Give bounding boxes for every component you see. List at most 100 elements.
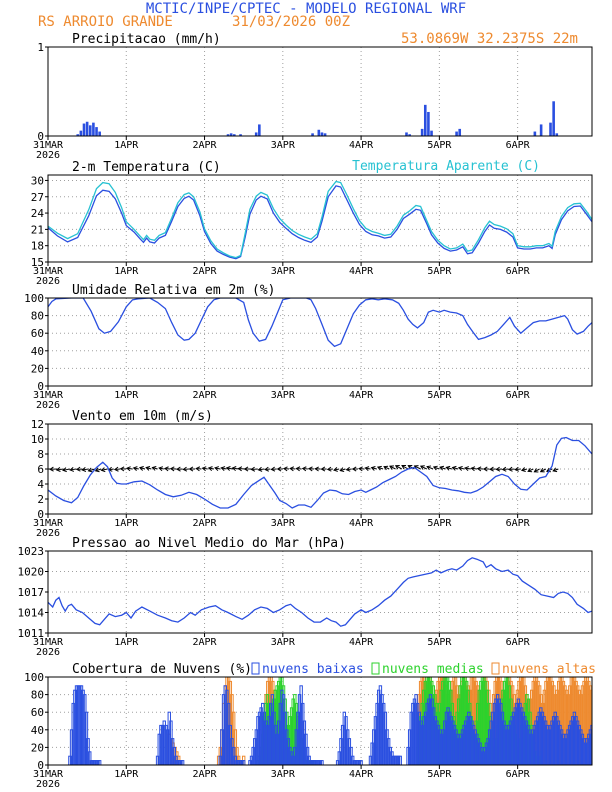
y-tick-label: 0 [37,508,44,521]
x-tick-label: 31MAR [33,769,64,780]
nuvens-baixas-bar [540,711,545,765]
nuvens-baixas-bar [262,711,267,765]
nuvens-baixas-bar [499,702,503,765]
wind-arrowhead [282,466,288,472]
wind-vector [95,468,102,472]
y-tick-label: 40 [31,345,44,358]
x-tick-label: 6APR [506,390,531,401]
wind-arrowhead [62,467,67,473]
wind-arrowhead [495,466,501,472]
precip-bar [555,133,559,136]
x-tick-label: 3APR [271,637,296,648]
wind-vector [62,468,71,471]
nuvens-baixas-bar [470,720,474,765]
nuvens-baixas-bar [419,720,423,765]
precip-bar [311,133,314,136]
y-tick-label: 100 [24,292,44,305]
wind-arrowhead [401,464,407,470]
nuvens-baixas-bar [272,711,276,765]
wind-arrowhead [138,466,144,471]
nuvens-baixas-bar [503,724,508,765]
nuvens-baixas-bar [497,698,501,765]
y-tick-label: 80 [31,310,44,323]
wind-arrowhead [439,465,445,471]
x-tick-label: 1APR [114,769,139,780]
wind-arrowhead [376,465,382,471]
wind-arrowhead [457,465,463,471]
nuvens-baixas-bar [516,698,521,765]
nuvens-baixas-bar [382,702,386,765]
wind-vector [56,468,64,471]
wind-arrowhead [445,465,451,471]
precip-bar [420,128,424,136]
wind-arrowhead [552,467,558,473]
nuvens-baixas-bar [436,724,441,765]
legend-apparent-temp: Temperatura Aparente (C) [352,159,540,174]
x-tick-label: 31MAR [33,140,64,151]
precip-bar [98,131,101,136]
x-tick-label: 2APR [192,390,217,401]
panel-frame [47,174,593,263]
wind-arrowhead [451,465,457,471]
wind-arrowhead [470,466,476,472]
precip-bar [79,130,83,136]
series-group [48,298,592,348]
wind-arrowhead [207,466,213,472]
wind-arrowhead [163,466,169,472]
x-tick-label: 4APR [349,390,374,401]
nuvens-medias-bar [480,677,485,765]
nuvens-baixas-bar [81,689,85,765]
wind-arrowhead [243,466,249,472]
wind-vector [534,468,540,473]
series-group [68,677,592,765]
x-tick-label: 4APR [349,140,374,151]
wind-arrowhead [426,465,432,471]
wind-arrowhead [364,466,370,472]
nuvens-baixas-bar [342,711,347,765]
2-m-temperatura-c--line [48,185,592,260]
wind-arrowhead [432,465,438,471]
wind-arrowhead [383,465,389,471]
nuvens-baixas-bar [451,720,455,765]
panel-title: Vento em 10m (m/s) [72,409,213,424]
x-tick-label: 1APR [114,390,139,401]
y-tick-label: 1 [37,41,44,54]
nuvens-baixas-bar [577,724,581,765]
x-tick-sublabel: 2026 [36,276,60,287]
wind-vector [70,468,77,471]
nuvens-baixas-bar [162,720,166,765]
nuvens-baixas-bar [288,746,292,765]
y-tick-label: 21 [31,223,44,236]
wind-arrowhead [345,466,351,472]
x-tick-label: 2APR [192,140,217,151]
y-tick-label: 12 [31,418,44,431]
legend-nuvens-altas: nuvens altas [502,662,596,677]
x-tick-label: 5APR [427,769,452,780]
nuvens-baixas-bar [475,733,479,765]
wind-arrowhead [119,466,125,472]
nuvens-baixas-bar [478,742,482,765]
y-tick-label: 20 [31,741,44,754]
nuvens-baixas-bar [518,702,522,765]
nuvens-baixas-bar [521,711,525,765]
x-tick-label: 31MAR [33,266,64,277]
y-tick-label: 15 [31,256,44,269]
y-tick-label: 24 [31,207,45,220]
nuvens-medias-bar [483,680,488,765]
precip-bar [226,134,230,136]
wind-arrowhead [314,466,319,472]
nuvens-altas-bar [583,677,588,765]
wind-arrowhead [81,467,87,472]
wind-arrowhead [113,466,119,472]
wind-arrowhead [507,466,513,472]
wind-vector [88,468,96,472]
wind-arrowhead [527,467,533,473]
y-tick-label: 1023 [18,545,45,558]
wind-arrowhead [195,466,201,472]
nuvens-baixas-bar [447,711,452,765]
y-tick-label: 18 [31,240,44,253]
precip-bar [405,132,408,136]
